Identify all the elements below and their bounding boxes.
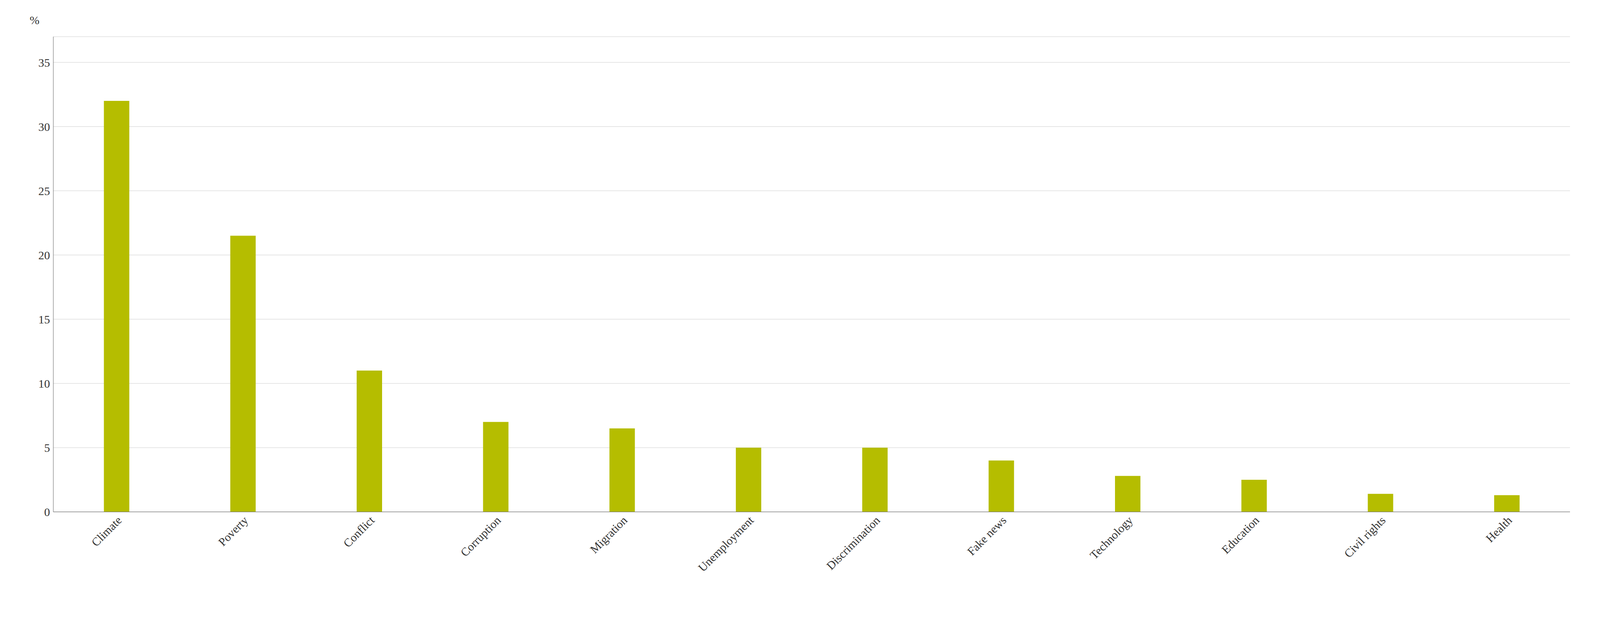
svg-text:10: 10 xyxy=(38,377,50,390)
svg-text:Discrimination: Discrimination xyxy=(823,513,883,573)
svg-text:30: 30 xyxy=(38,120,50,134)
svg-text:Poverty: Poverty xyxy=(215,513,251,549)
svg-text:Conflict: Conflict xyxy=(340,513,378,550)
svg-text:Corruption: Corruption xyxy=(457,513,504,559)
svg-text:Health: Health xyxy=(1483,513,1515,545)
svg-text:25: 25 xyxy=(38,184,50,198)
svg-text:20: 20 xyxy=(38,248,50,262)
svg-text:Fake news: Fake news xyxy=(964,513,1009,558)
svg-text:15: 15 xyxy=(38,312,50,326)
svg-text:Education: Education xyxy=(1219,513,1262,556)
svg-text:Technology: Technology xyxy=(1087,513,1136,562)
svg-text:0: 0 xyxy=(44,505,50,519)
svg-text:Unemployment: Unemployment xyxy=(695,513,757,574)
svg-text:Climate: Climate xyxy=(88,513,125,549)
svg-text:Civil rights: Civil rights xyxy=(1341,513,1389,560)
svg-text:%: % xyxy=(29,13,40,27)
svg-text:5: 5 xyxy=(44,441,50,455)
svg-text:Migration: Migration xyxy=(587,513,630,556)
svg-text:35: 35 xyxy=(38,56,50,70)
